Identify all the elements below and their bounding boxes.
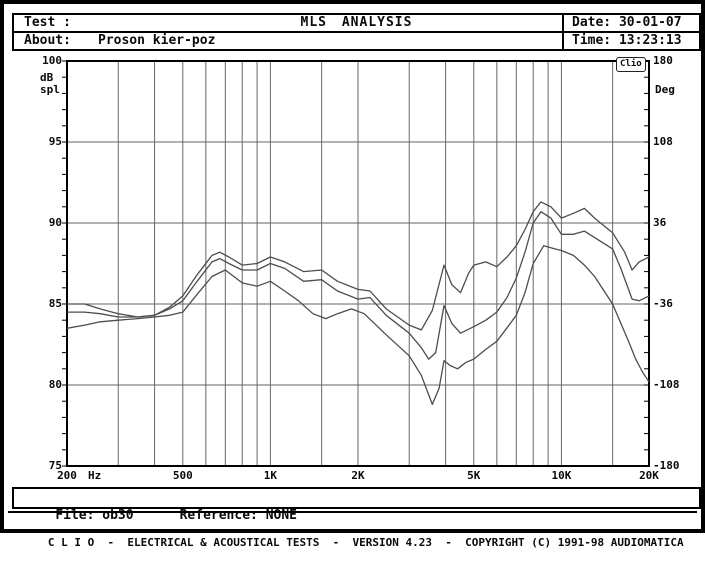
y-right-tick-label: 108 bbox=[653, 135, 673, 148]
y-left-tick-label: 85 bbox=[48, 297, 62, 310]
y-right-tick-label: 180 bbox=[653, 54, 673, 67]
x-tick-label: 2K bbox=[351, 469, 365, 482]
y-left-unit-line2: spl bbox=[40, 83, 60, 96]
x-axis-unit: Hz bbox=[88, 469, 102, 482]
y-right-tick-label: 36 bbox=[653, 216, 667, 229]
series-response-mid bbox=[67, 211, 650, 360]
x-tick-label: 1K bbox=[263, 469, 278, 482]
y-left-tick-label: 95 bbox=[48, 135, 62, 148]
clio-watermark-badge: Clio bbox=[616, 57, 646, 72]
y-right-tick-label: -180 bbox=[653, 459, 680, 472]
x-tick-label: 500 bbox=[172, 469, 193, 482]
about-value: Proson kier-poz bbox=[98, 33, 216, 48]
header-about-row: About: Proson kier-poz Time: 13:23:13 bbox=[12, 31, 701, 51]
x-tick-label: 200 bbox=[57, 469, 77, 482]
date-label: Date: bbox=[572, 15, 612, 30]
app-credit-bar: C L I O - ELECTRICAL & ACOUSTICAL TESTS … bbox=[8, 511, 697, 549]
x-tick-label: 5K bbox=[467, 469, 481, 482]
series-response-bottom bbox=[66, 245, 650, 406]
plot-area[interactable] bbox=[62, 60, 650, 467]
header-test-row: Test : MLS ANALYSIS Date: 30-01-07 bbox=[12, 13, 701, 33]
y-right-tick-label: -108 bbox=[653, 378, 680, 391]
time-cell: Time: 13:23:13 bbox=[562, 33, 699, 49]
series-response-top bbox=[67, 201, 650, 331]
y-left-tick-label: 90 bbox=[48, 216, 62, 229]
time-label: Time: bbox=[572, 33, 612, 48]
x-tick-label: 10K bbox=[551, 469, 572, 482]
plot-border bbox=[66, 60, 650, 467]
time-value: 13:23:13 bbox=[618, 33, 682, 48]
credit-text: C L I O - ELECTRICAL & ACOUSTICAL TESTS … bbox=[47, 536, 684, 549]
app-window: Test : MLS ANALYSIS Date: 30-01-07 About… bbox=[0, 0, 705, 549]
x-tick-label: 20K bbox=[639, 469, 659, 482]
y-left-tick-label: 75 bbox=[48, 459, 62, 472]
date-cell: Date: 30-01-07 bbox=[562, 15, 699, 31]
test-label: Test : bbox=[24, 15, 71, 30]
y-left-unit-line1: dB bbox=[40, 71, 54, 84]
y-left-tick-label: 100 bbox=[42, 54, 62, 67]
y-right-tick-label: -36 bbox=[653, 297, 673, 310]
y-right-unit: Deg bbox=[655, 83, 675, 96]
frequency-response-chart bbox=[62, 60, 650, 467]
y-left-tick-label: 80 bbox=[48, 378, 62, 391]
file-info-bar: File: ob30 Reference: NONE bbox=[12, 487, 701, 523]
about-label: About: bbox=[24, 33, 71, 48]
date-value: 30-01-07 bbox=[618, 15, 682, 30]
